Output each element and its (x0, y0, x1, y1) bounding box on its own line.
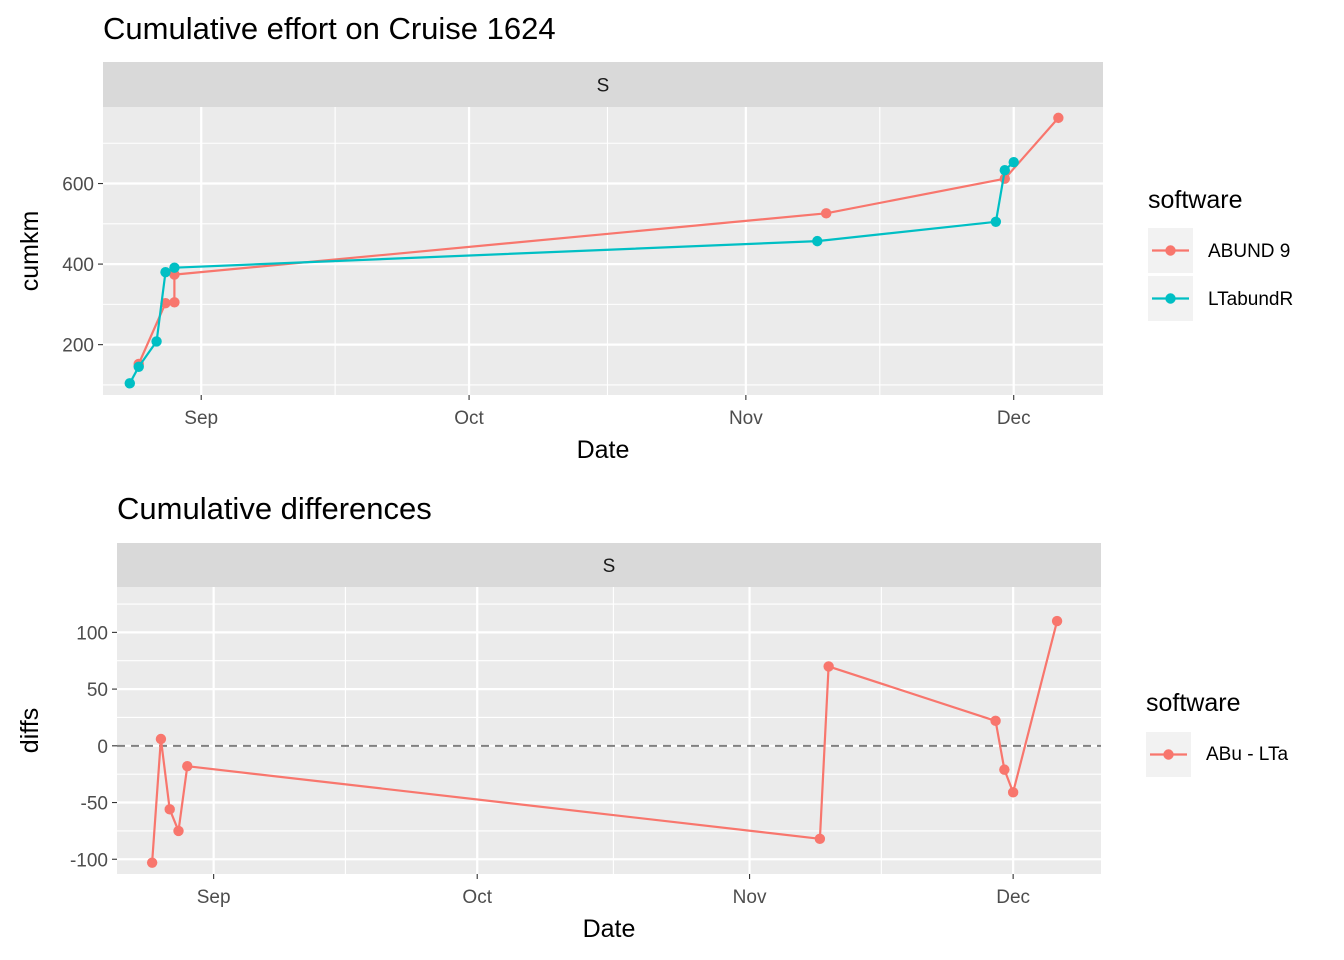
tick-label-x: Nov (733, 887, 767, 908)
tick-label-y: 400 (62, 255, 94, 276)
data-point (160, 266, 171, 278)
data-point (133, 361, 144, 373)
data-point (1008, 156, 1019, 168)
legend-label: ABUND 9 (1208, 241, 1290, 262)
data-point (821, 208, 832, 219)
x-axis-title: Date (583, 915, 636, 943)
tick-label-x: Sep (197, 887, 231, 908)
data-point (164, 804, 175, 815)
data-point (173, 825, 184, 837)
chart-panel-1: Cumulative effort on Cruise 1624 S 200 400 6… (16, 11, 1293, 464)
tick-label-y: 50 (87, 680, 108, 701)
legend-key-point (1165, 245, 1176, 256)
facet-label: S (597, 76, 610, 97)
legend-label: ABu - LTa (1206, 744, 1288, 765)
legend-title: software (1148, 186, 1242, 214)
data-point (812, 235, 823, 247)
tick-label-x: Dec (996, 887, 1030, 908)
tick-label-x: Nov (729, 408, 763, 429)
tick-label-y: 100 (76, 623, 108, 644)
facet-label: S (603, 556, 616, 577)
data-point (124, 378, 135, 389)
data-point (182, 761, 193, 772)
data-point (814, 833, 826, 845)
legend-label: LTabundR (1208, 289, 1293, 310)
data-point (155, 733, 167, 745)
series-abu-lta (146, 615, 1063, 868)
tick-label-x: Oct (454, 408, 484, 429)
data-point (823, 661, 834, 672)
data-point (990, 216, 1002, 227)
tick-label-y: 600 (62, 175, 94, 196)
data-point (146, 857, 158, 868)
legend: software ABu - LTa (1146, 689, 1288, 777)
chart-title: Cumulative effort on Cruise 1624 (103, 11, 556, 46)
tick-label-x: Dec (997, 408, 1031, 429)
data-point (1051, 615, 1063, 627)
data-point (169, 262, 180, 273)
data-point (1053, 112, 1064, 124)
tick-label-y: -50 (81, 794, 108, 815)
data-point (1007, 787, 1019, 798)
chart-panel-2: Cumulative differences S 100 50 0 -50 -100 Sep O… (16, 491, 1288, 943)
legend-key-point (1165, 293, 1176, 304)
data-point (151, 336, 162, 347)
data-point (169, 297, 180, 308)
chart-title: Cumulative differences (117, 491, 432, 526)
legend: software ABUND 9 LTabundR (1148, 186, 1293, 321)
tick-label-x: Oct (462, 887, 492, 908)
tick-label-y: -100 (70, 850, 108, 871)
y-axis-title: cumkm (16, 211, 44, 292)
legend-title: software (1146, 689, 1240, 717)
series-ltabundr (124, 156, 1019, 389)
data-point (999, 165, 1010, 176)
plot-panel (117, 587, 1101, 874)
data-point (990, 715, 1001, 727)
legend-key-point (1163, 749, 1174, 760)
tick-label-x: Sep (184, 408, 218, 429)
data-point (999, 764, 1010, 775)
tick-label-y: 200 (62, 336, 94, 357)
x-axis-title: Date (577, 436, 630, 464)
tick-label-y: 0 (97, 737, 108, 758)
y-axis-title: diffs (16, 708, 44, 753)
facet-strip (103, 62, 1103, 107)
facet-strip (117, 543, 1101, 587)
